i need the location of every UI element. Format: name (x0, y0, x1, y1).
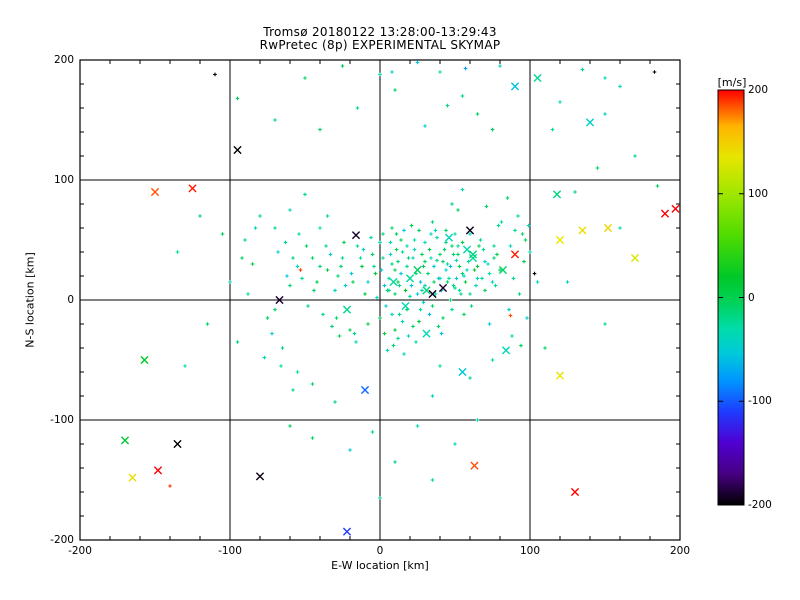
y-axis-title: N-S location [km] (23, 252, 37, 348)
colorbar-unit-label: [m/s] (717, 76, 747, 89)
chart-title: Tromsø 20180122 13:28:00-13:29:43 (263, 25, 497, 39)
x-tick-label: -100 (218, 545, 242, 557)
x-tick-label: 0 (376, 545, 384, 557)
cbar-tick-label: -100 (748, 395, 772, 408)
y-tick-label: 200 (53, 54, 74, 66)
y-tick-label: 0 (67, 294, 74, 306)
y-tick-label: -200 (50, 534, 74, 546)
cbar-tick-label: 0 (748, 291, 755, 304)
chart-subtitle: RwPretec (8p) EXPERIMENTAL SKYMAP (259, 38, 501, 52)
x-tick-label: -200 (68, 545, 92, 557)
y-tick-label: -100 (50, 414, 74, 426)
y-tick-label: 100 (53, 174, 74, 186)
cbar-tick-label: -200 (748, 499, 772, 511)
x-tick-label: 100 (519, 545, 541, 557)
x-tick-label: 200 (669, 545, 691, 557)
cbar-tick-label: 100 (748, 187, 769, 200)
x-axis-title: E-W location [km] (331, 559, 429, 572)
cbar-tick-label: 200 (748, 84, 769, 96)
